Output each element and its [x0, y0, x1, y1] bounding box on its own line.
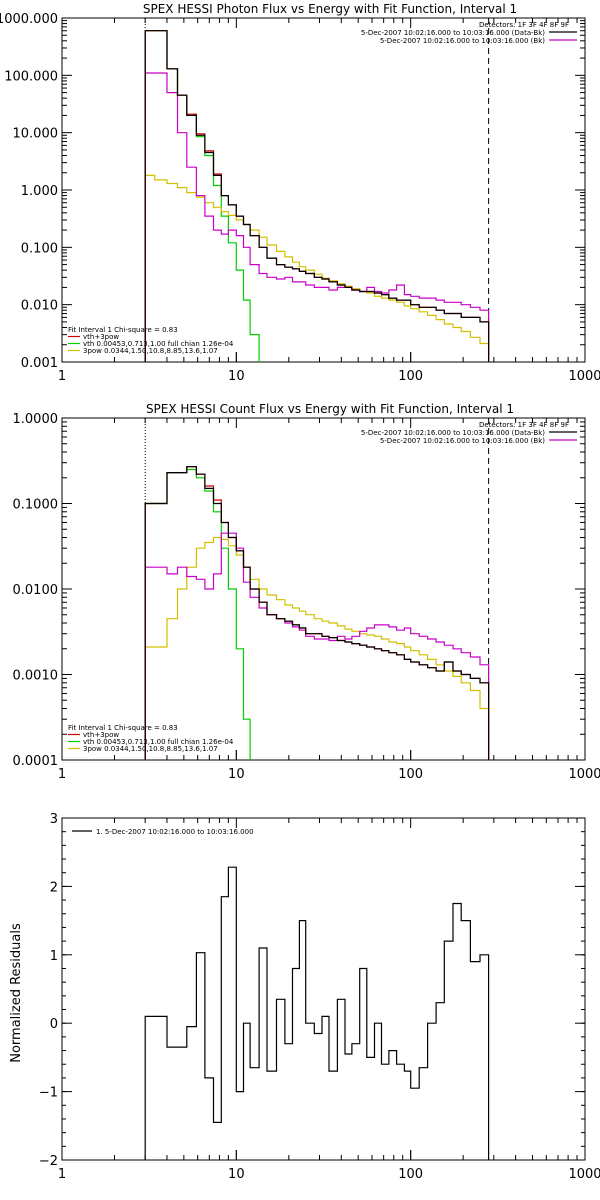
count-flux-panel: SPEX HESSI Count Flux vs Energy with Fit…: [13, 402, 600, 782]
count-series-total: [144, 466, 490, 760]
residual-y-tick-label: 2: [50, 880, 58, 895]
residual-x-tick-label: 100: [398, 1167, 423, 1182]
residual-x-tick-label: 10: [228, 1167, 245, 1182]
count-series-data: [144, 466, 490, 760]
count-y-tick-label: 1.0000: [13, 412, 59, 427]
residual-x-tick-label: 1: [58, 1167, 66, 1182]
count-axes-frame: [61, 417, 586, 761]
photon-x-tick-label: 1000: [568, 369, 600, 384]
residual-plot-area: [144, 866, 490, 1160]
count-x-tick-label: 1: [58, 767, 66, 782]
residual-axes-frame: [61, 817, 586, 1161]
photon-y-tick-label: 100.000: [4, 69, 58, 84]
photon-y-tick-label: 10.000: [13, 127, 59, 142]
count-fit-legend-total: vth+3pow: [83, 731, 119, 739]
residual-y-tick-label: −2: [39, 1154, 58, 1169]
count-y-tick-label: 0.0010: [13, 669, 59, 684]
photon-series-pow: [144, 174, 490, 362]
photon-x-tick-label: 100: [398, 369, 423, 384]
photon-fit-legend-pow: 3pow 0.0344,1.50,10.8,8.85,13.6,1.07: [83, 347, 218, 355]
photon-fit-legend-vth: vth 0.00453,0.713,1.00 full chian 1.26e-…: [83, 340, 234, 348]
count-x-tick-label: 100: [398, 767, 423, 782]
residual-y-tick-label: 0: [50, 1017, 58, 1032]
photon-flux-panel: SPEX HESSI Photon Flux vs Energy with Fi…: [0, 2, 600, 384]
count-series-vth: [144, 468, 251, 760]
residual-x-tick-label: 1000: [568, 1167, 600, 1182]
count-series-background: [144, 532, 490, 760]
count-legend-bk: 5-Dec-2007 10:02:16.000 to 10:03:16.000 …: [380, 437, 545, 445]
count-series-pow: [144, 536, 490, 760]
count-legend-data-bk: 5-Dec-2007 10:02:16.000 to 10:03:16.000 …: [361, 429, 545, 437]
photon-legend-detectors: Detectors: 1F 3F 4F 8F 9F: [479, 21, 569, 29]
photon-y-tick-label: 0.100: [21, 241, 58, 256]
photon-y-tick-label: 0.010: [21, 299, 58, 314]
photon-series-data: [144, 30, 490, 362]
residual-y-tick-label: −1: [39, 1086, 58, 1101]
photon-axes-frame: [61, 17, 586, 363]
photon-plot-area: [144, 18, 490, 362]
count-fit-legend-vth: vth 0.00453,0.713,1.00 full chian 1.26e-…: [83, 738, 234, 746]
count-y-tick-label: 0.0100: [13, 583, 59, 598]
count-legend-detectors: Detectors: 1F 3F 4F 8F 9F: [479, 421, 569, 429]
count-y-tick-label: 0.0001: [13, 754, 59, 769]
photon-y-tick-label: 1000.000: [0, 12, 58, 27]
count-x-tick-label: 1000: [568, 767, 600, 782]
count-y-tick-label: 0.1000: [13, 498, 59, 513]
residuals-y-axis-label: Normalized Residuals: [9, 923, 24, 1063]
residual-y-tick-label: 1: [50, 949, 58, 964]
photon-legend-bk: 5-Dec-2007 10:02:16.000 to 10:03:16.000 …: [380, 37, 545, 45]
photon-fit-legend-header: Fit Interval 1 Chi-square = 0.83: [68, 326, 178, 334]
count-x-tick-label: 10: [228, 767, 245, 782]
count-plot-area: [144, 418, 490, 760]
count-fit-legend-header: Fit Interval 1 Chi-square = 0.83: [68, 724, 178, 732]
residual-series-data: [144, 866, 490, 1160]
photon-fit-legend-total: vth+3pow: [83, 333, 119, 341]
residual-y-tick-label: 3: [50, 812, 58, 827]
photon-flux-title: SPEX HESSI Photon Flux vs Energy with Fi…: [143, 2, 517, 16]
photon-x-tick-label: 1: [58, 369, 66, 384]
photon-x-tick-label: 10: [228, 369, 245, 384]
photon-y-tick-label: 0.001: [21, 356, 58, 371]
photon-series-background: [144, 72, 490, 362]
residual-legend-entry: 1. 5-Dec-2007 10:02:16.000 to 10:03:16.0…: [96, 828, 254, 836]
photon-y-tick-label: 1.000: [21, 184, 58, 199]
count-fit-legend-pow: 3pow 0.0344,1.50,10.8,8.85,13.6,1.07: [83, 745, 218, 753]
count-flux-title: SPEX HESSI Count Flux vs Energy with Fit…: [146, 402, 514, 416]
residuals-panel: Normalized Residuals 1 10 100 1000 −2 −1 0 1 2 3 1…: [9, 812, 600, 1182]
photon-legend-data-bk: 5-Dec-2007 10:02:16.000 to 10:03:16.000 …: [361, 29, 545, 37]
